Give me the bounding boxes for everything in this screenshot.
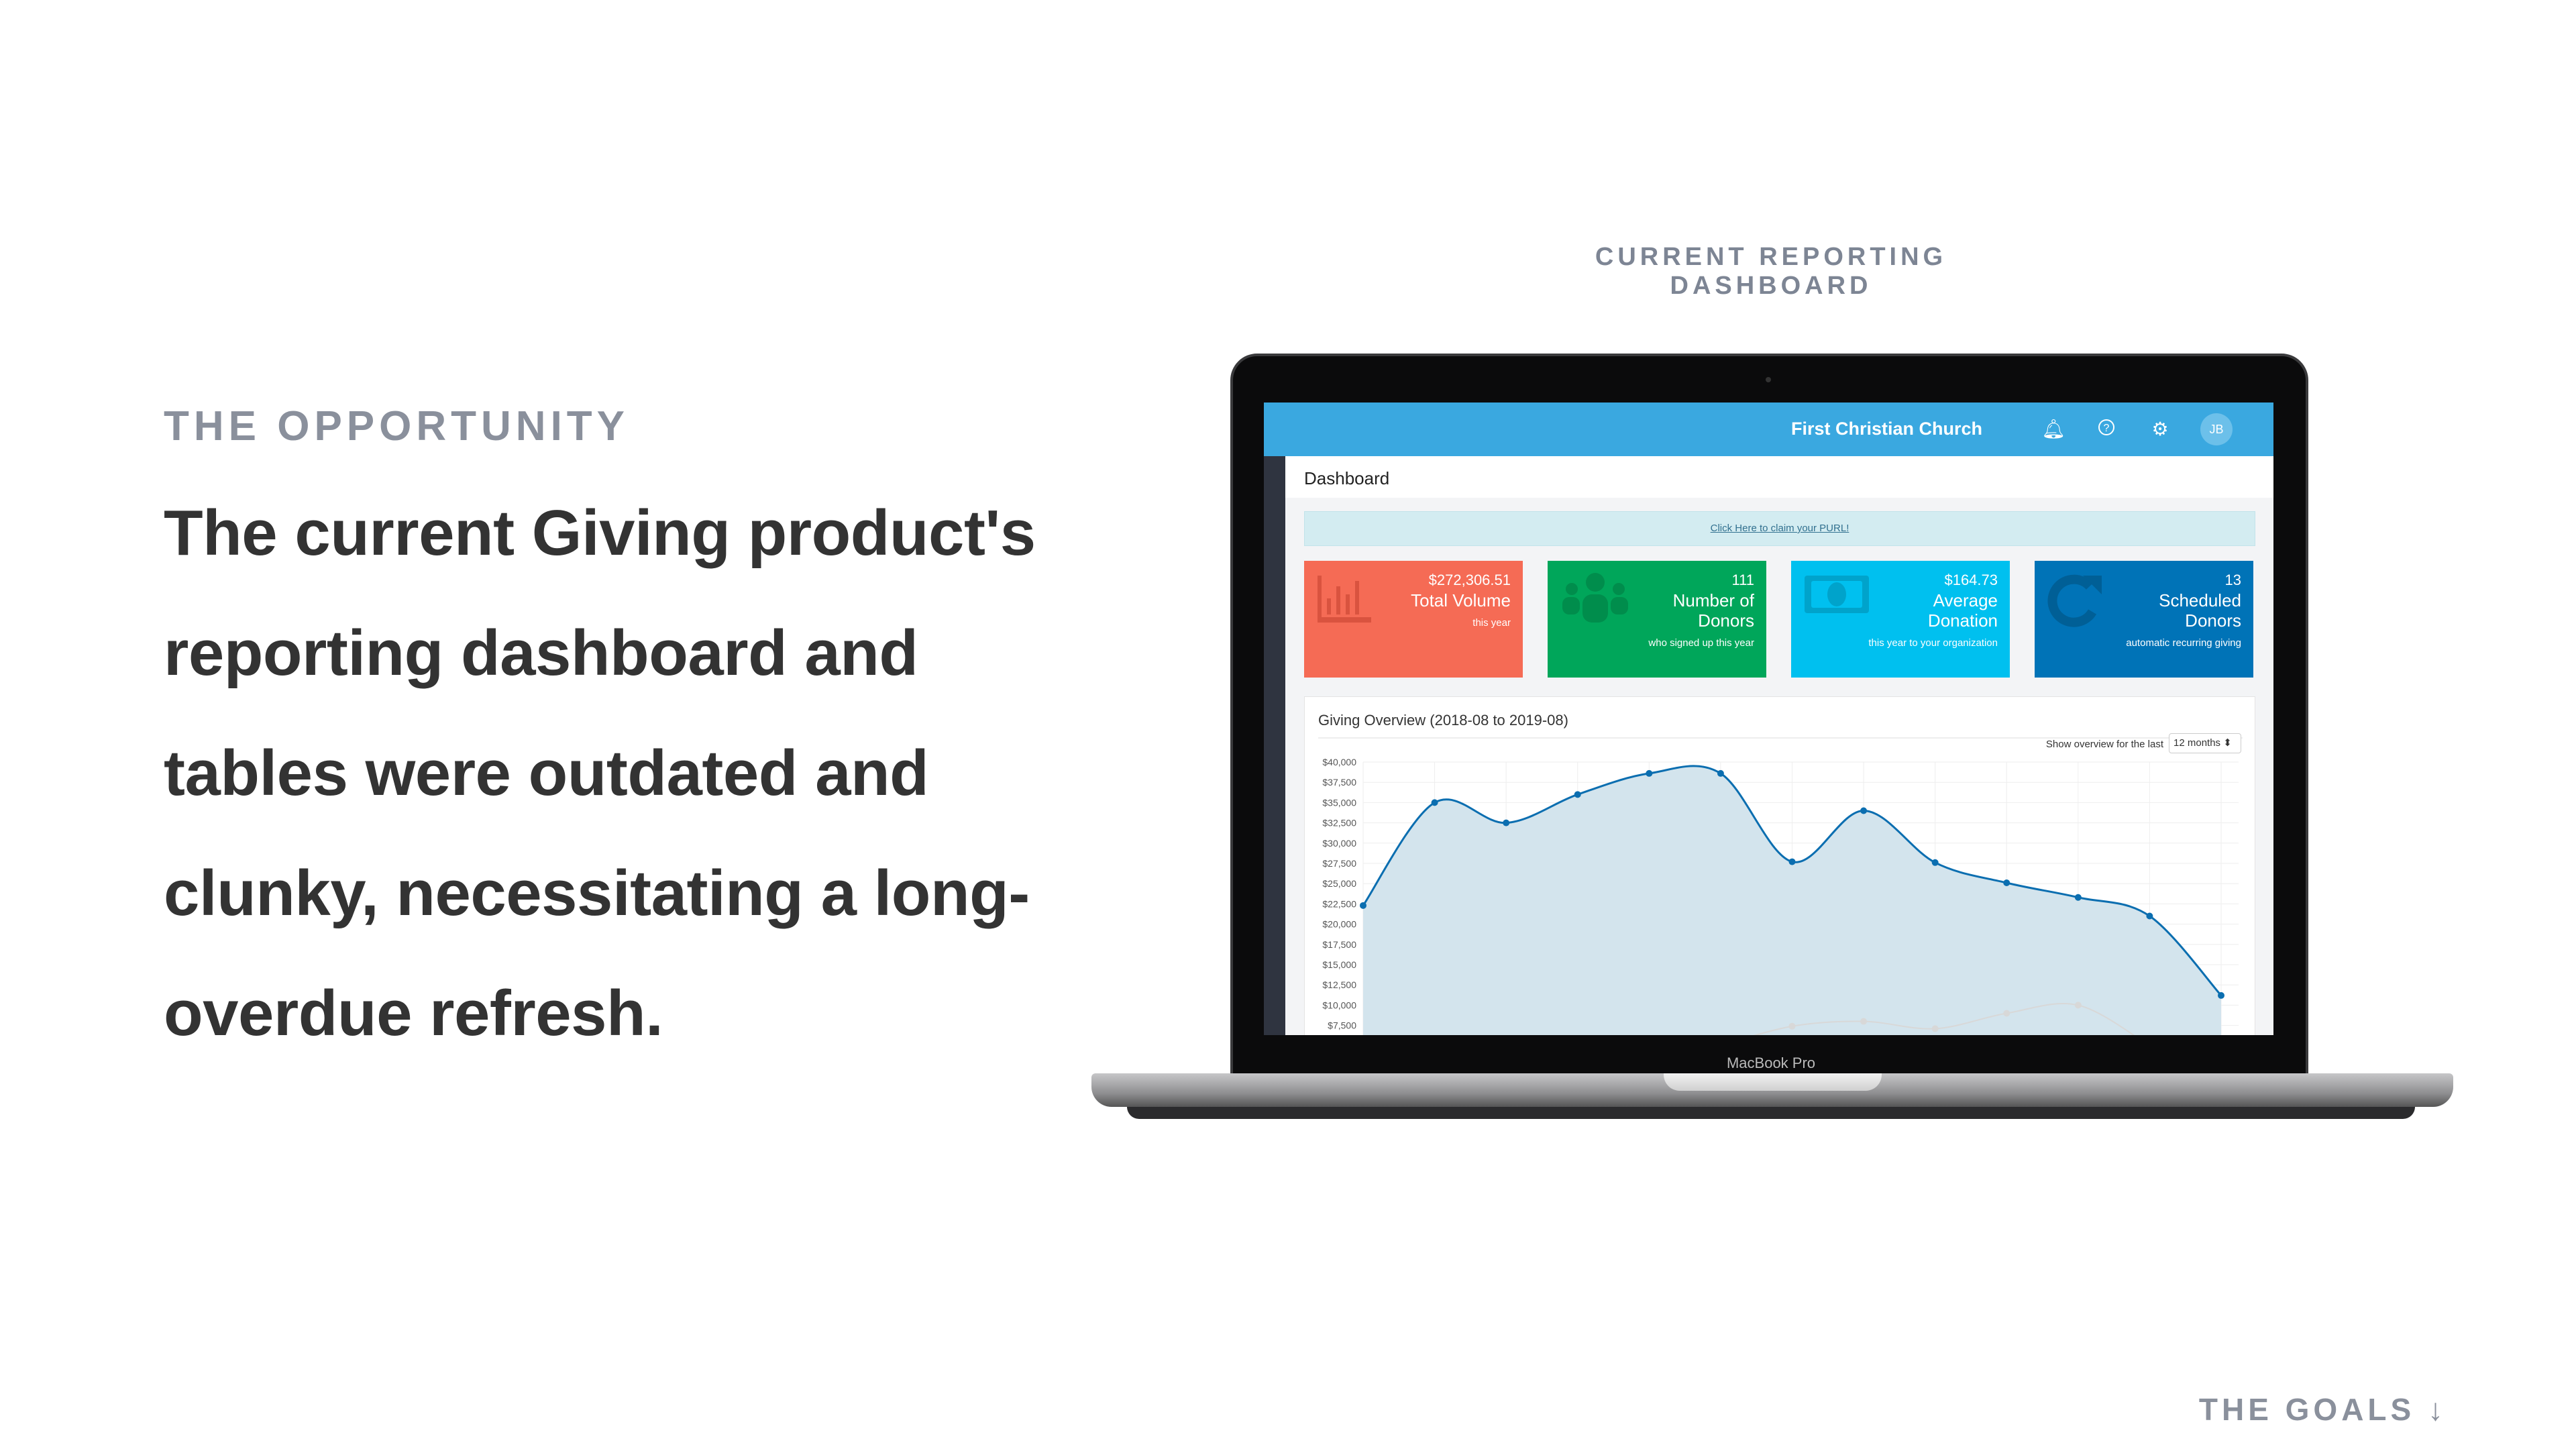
y-tick-label: $10,000 [1322, 1000, 1356, 1010]
y-tick-label: $20,000 [1322, 919, 1356, 930]
card-label: Number of Donors [1672, 590, 1754, 631]
data-point [1574, 791, 1581, 798]
y-tick-label: $30,000 [1322, 838, 1356, 849]
figure-label: CURRENT REPORTING DASHBOARD [1595, 243, 1947, 300]
money-icon [1805, 576, 1869, 613]
body-line: clunky, necessitating a long- [164, 857, 1030, 929]
card-donors: 111 Number of Donors who signed up this … [1548, 561, 1766, 678]
data-point [1717, 769, 1724, 777]
y-tick-label: $35,000 [1322, 797, 1356, 808]
data-point [1931, 859, 1939, 866]
data-point [1503, 819, 1510, 826]
card-sub: this year to your organization [1868, 637, 1998, 649]
data-point [1860, 1018, 1868, 1025]
data-point [1431, 799, 1438, 806]
svg-text:?: ? [2104, 423, 2110, 434]
y-tick-label: $7,500 [1328, 1020, 1356, 1031]
card-value: 111 [1731, 572, 1754, 588]
data-point [2074, 1002, 2082, 1009]
card-sub: this year [1472, 617, 1511, 629]
giving-overview-panel: $40,000 $37,500 $35,000 $32,500 $30,000 $27,5… [1304, 696, 2255, 1035]
body-line: reporting dashboard and [164, 617, 918, 689]
section-label: THE OPPORTUNITY [164, 403, 630, 449]
card-value: $272,306.51 [1428, 572, 1511, 588]
laptop-brand: MacBook Pro [1726, 1055, 1816, 1071]
bar-chart-icon [1318, 576, 1371, 623]
data-point [1360, 902, 1366, 909]
data-point [2218, 991, 2224, 999]
card-total-volume: $272,306.51 Total Volume this year [1304, 561, 1523, 678]
org-name: First Christian Church [1791, 419, 1983, 439]
card-scheduled: 13 Scheduled Donors automatic recurring … [2035, 561, 2253, 678]
card-value: $164.73 [1944, 572, 1998, 588]
y-tick-label: $12,500 [1322, 979, 1356, 990]
data-point [2074, 894, 2082, 901]
data-point [2003, 879, 2010, 886]
y-tick-label: $22,500 [1322, 898, 1356, 909]
chart-title: Giving Overview (2018-08 to 2019-08) [1318, 712, 1568, 729]
card-average: $164.73 Average Donation this year to yo… [1791, 561, 2010, 678]
y-tick-label: $37,500 [1322, 777, 1356, 788]
laptop-notch [1664, 1073, 1882, 1091]
purl-link[interactable]: Click Here to claim your PURL! [1710, 523, 1849, 534]
y-tick-label: $17,500 [1322, 939, 1356, 950]
body-line: tables were outdated and [164, 737, 929, 809]
body-line: The current Giving product's [164, 497, 1036, 569]
data-point [2003, 1010, 2010, 1017]
y-tick-label: $25,000 [1322, 878, 1356, 889]
divider [1318, 737, 2243, 739]
data-point [1646, 769, 1653, 777]
app-header: First Christian Church 🔔︎ ? ⚙ JB [1264, 402, 2273, 456]
giving-chart: $40,000 $37,500 $35,000 $32,500 $30,000 $27,5… [1322, 757, 2239, 1035]
series-area [1363, 765, 2221, 1035]
next-section-link[interactable]: THE GOALS ↓ [2198, 1392, 2447, 1427]
page-title: Dashboard [1304, 468, 1390, 488]
card-label: Scheduled Donors [2159, 590, 2241, 631]
y-tick-label: $32,500 [1322, 818, 1356, 828]
body-line: overdue refresh. [164, 977, 663, 1049]
avatar[interactable]: JB [2200, 413, 2233, 445]
help-icon[interactable]: ? [2094, 417, 2118, 441]
card-sub: automatic recurring giving [2126, 637, 2241, 649]
sidebar [1264, 456, 1285, 1035]
card-label: Average Donation [1927, 590, 1998, 631]
data-point [2146, 912, 2153, 920]
camera-icon [1766, 377, 1771, 382]
refresh-icon [2047, 574, 2102, 627]
users-icon [1562, 573, 1628, 623]
data-point [1788, 1022, 1796, 1030]
laptop-screen: First Christian Church 🔔︎ ? ⚙ JB Dashboa… [1264, 402, 2273, 1035]
data-point [1931, 1025, 1939, 1032]
card-sub: who signed up this year [1648, 637, 1754, 649]
card-label: Total Volume [1411, 590, 1511, 610]
gear-icon[interactable]: ⚙ [2151, 419, 2169, 439]
range-label: Show overview for the last [2045, 739, 2163, 750]
data-point [1788, 858, 1796, 865]
y-tick-label: $40,000 [1322, 757, 1356, 767]
y-tick-label: $15,000 [1322, 959, 1356, 970]
page-header: Dashboard [1285, 456, 2273, 498]
purl-banner: Click Here to claim your PURL! [1304, 511, 2255, 546]
data-point [1860, 807, 1868, 814]
bell-icon[interactable]: 🔔︎ [2041, 419, 2065, 439]
range-select[interactable]: 12 months ⬍ [2169, 733, 2241, 753]
laptop-shadow [1127, 1107, 2415, 1119]
y-tick-label: $27,500 [1322, 858, 1356, 869]
card-value: 13 [2224, 572, 2241, 588]
